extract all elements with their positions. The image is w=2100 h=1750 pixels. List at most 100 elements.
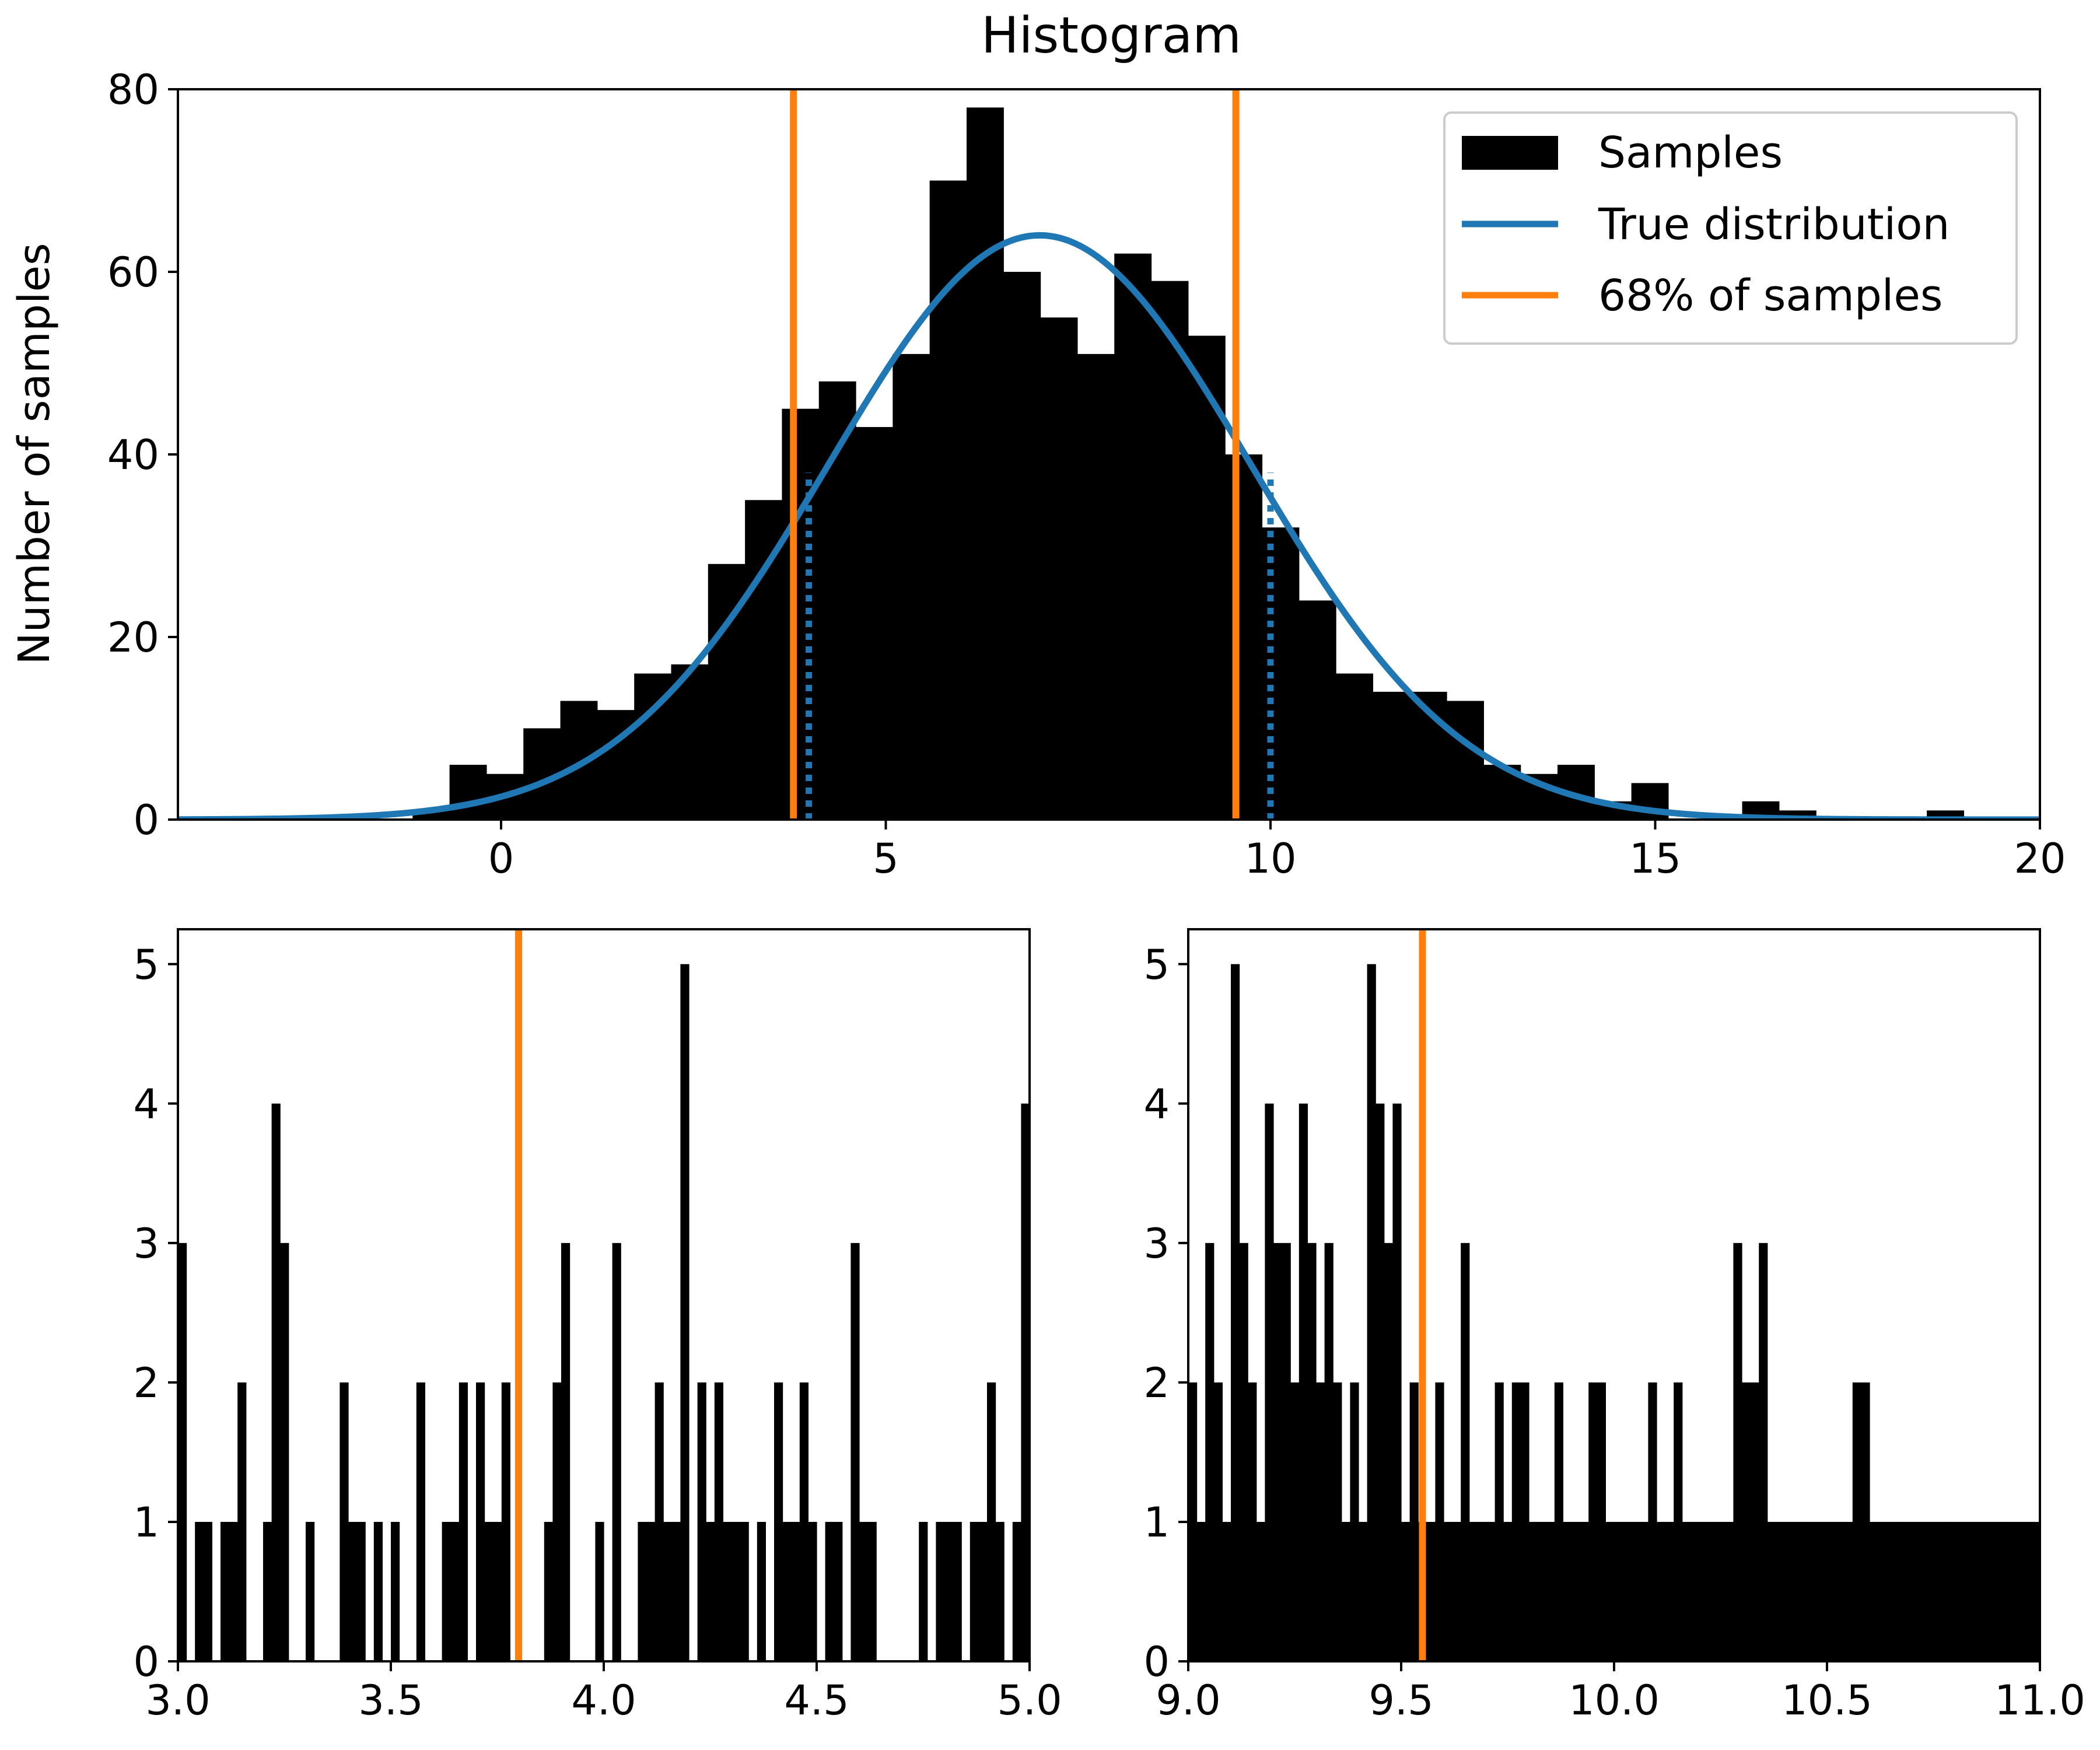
histogram-bar (1461, 1242, 1470, 1661)
histogram-bar (1674, 1382, 1683, 1661)
histogram-bar (2022, 1521, 2032, 1661)
histogram-bar (1478, 1521, 1487, 1661)
histogram-bar (501, 1382, 510, 1661)
histogram-bar (348, 1521, 358, 1661)
histogram-bar (1520, 1382, 1530, 1661)
histogram-bar (791, 1521, 800, 1661)
y-tick-label: 4 (1143, 1080, 1170, 1128)
histogram-bar (1486, 1521, 1496, 1661)
histogram-bar (680, 964, 690, 1661)
histogram-bar (1742, 1382, 1751, 1661)
histogram-bar (654, 1382, 664, 1661)
histogram-bar (1887, 1521, 1896, 1661)
histogram-bar (1588, 1382, 1598, 1661)
histogram-bar (229, 1521, 238, 1661)
histogram-bar (1077, 354, 1115, 820)
y-tick-label: 5 (133, 941, 159, 989)
histogram-bar (723, 1521, 732, 1661)
y-tick-label: 5 (1143, 941, 1170, 989)
histogram-bar (1724, 1521, 1734, 1661)
histogram-bar (2006, 1521, 2015, 1661)
histogram-bar (178, 1242, 187, 1661)
top-axes: 0 5 10 15 20 0 20 40 60 80 (107, 66, 2066, 883)
histogram-bar (834, 1521, 843, 1661)
histogram-bar (1114, 253, 1152, 820)
histogram-bar (1759, 1242, 1768, 1661)
histogram-bar (867, 1521, 877, 1661)
histogram-bar (459, 1382, 468, 1661)
chart-title: Histogram (981, 6, 1241, 65)
histogram-bar (1367, 964, 1376, 1661)
histogram-bar (936, 1521, 945, 1661)
x-tick-label: 3.0 (145, 1676, 210, 1724)
x-tick-label: 10.5 (1782, 1676, 1873, 1724)
histogram-bar (808, 1521, 817, 1661)
histogram-bar (1733, 1242, 1742, 1661)
histogram-bar (1336, 673, 1374, 820)
histogram-bar (1307, 1242, 1317, 1661)
histogram-bar (1895, 1521, 1904, 1661)
histogram-bar (449, 765, 487, 820)
histogram-bar (697, 1382, 706, 1661)
histogram-bar (1597, 1382, 1606, 1661)
legend-entry-label: 68% of samples (1598, 271, 1943, 321)
histogram-bar (1657, 1521, 1666, 1661)
histogram-bar (799, 1382, 808, 1661)
histogram-bar (1946, 1521, 1955, 1661)
histogram-bar (1844, 1521, 1853, 1661)
histogram-bar (1040, 317, 1078, 820)
histogram-bar (1188, 1382, 1198, 1661)
y-tick-label: 2 (1143, 1359, 1170, 1407)
histogram-bar (740, 1521, 749, 1661)
histogram-bar (1298, 600, 1336, 820)
histogram-bar (1298, 1103, 1308, 1661)
histogram-bar (1963, 1521, 1972, 1661)
y-tick-label: 3 (1143, 1220, 1170, 1268)
histogram-bar (1605, 1521, 1615, 1661)
histogram-bar (1494, 1382, 1504, 1661)
lower-left-histogram-panel: 3.0 3.5 4.0 4.5 5.0 0 1 2 3 4 5 (133, 928, 1062, 1724)
histogram-bar (646, 1521, 656, 1661)
histogram-bar (966, 107, 1004, 820)
y-axis-label: Number of samples (9, 243, 60, 664)
histogram-bar (263, 1521, 272, 1661)
histogram-bar (1447, 701, 1484, 820)
histogram-bar (595, 1521, 604, 1661)
histogram-bar (1810, 1521, 1819, 1661)
histogram-bar (1631, 1521, 1640, 1661)
histogram-bar (978, 1521, 988, 1661)
histogram-bar (919, 1521, 928, 1661)
histogram-bar (1784, 1521, 1794, 1661)
histogram-bar (1818, 1521, 1828, 1661)
histogram-bar (638, 1521, 647, 1661)
histogram-bar (1750, 1382, 1759, 1661)
y-tick-label: 3 (133, 1220, 159, 1268)
histogram-bar (1333, 1382, 1342, 1661)
histogram-bar (1801, 1521, 1811, 1661)
histogram-bar (1682, 1521, 1691, 1661)
histogram-bar (1852, 1382, 1861, 1661)
histogram-bar (2031, 1521, 2040, 1661)
histogram-bar (280, 1242, 289, 1661)
histogram-bar (203, 1521, 212, 1661)
histogram-bar (450, 1521, 460, 1661)
histogram-bar (1273, 1242, 1283, 1661)
histogram-bar (1937, 1521, 1947, 1661)
right-axes: 9.0 9.5 10.0 10.5 11.0 0 1 2 3 4 5 (1143, 928, 2085, 1724)
histogram-bar (1707, 1521, 1717, 1661)
x-tick-label: 10 (1244, 835, 1296, 883)
histogram-bar (774, 1382, 783, 1661)
histogram-bar (825, 1521, 834, 1661)
y-tick-label: 1 (1143, 1499, 1170, 1546)
top-histogram-panel: Histogram Number of samples 0 5 10 15 20 0 20 4… (9, 6, 2066, 883)
histogram-bar (1835, 1521, 1845, 1661)
histogram-bar (1213, 1382, 1223, 1661)
histogram-bar (1639, 1521, 1648, 1661)
histogram-bar (1511, 1382, 1521, 1661)
histogram-bar (1827, 1521, 1836, 1661)
histogram-bar (1231, 964, 1240, 1661)
histogram-bar (306, 1521, 315, 1661)
histogram-bar (1316, 1382, 1325, 1661)
histogram-bar (1392, 1103, 1402, 1661)
legend: Samples True distribution 68% of samples (1443, 111, 2018, 345)
